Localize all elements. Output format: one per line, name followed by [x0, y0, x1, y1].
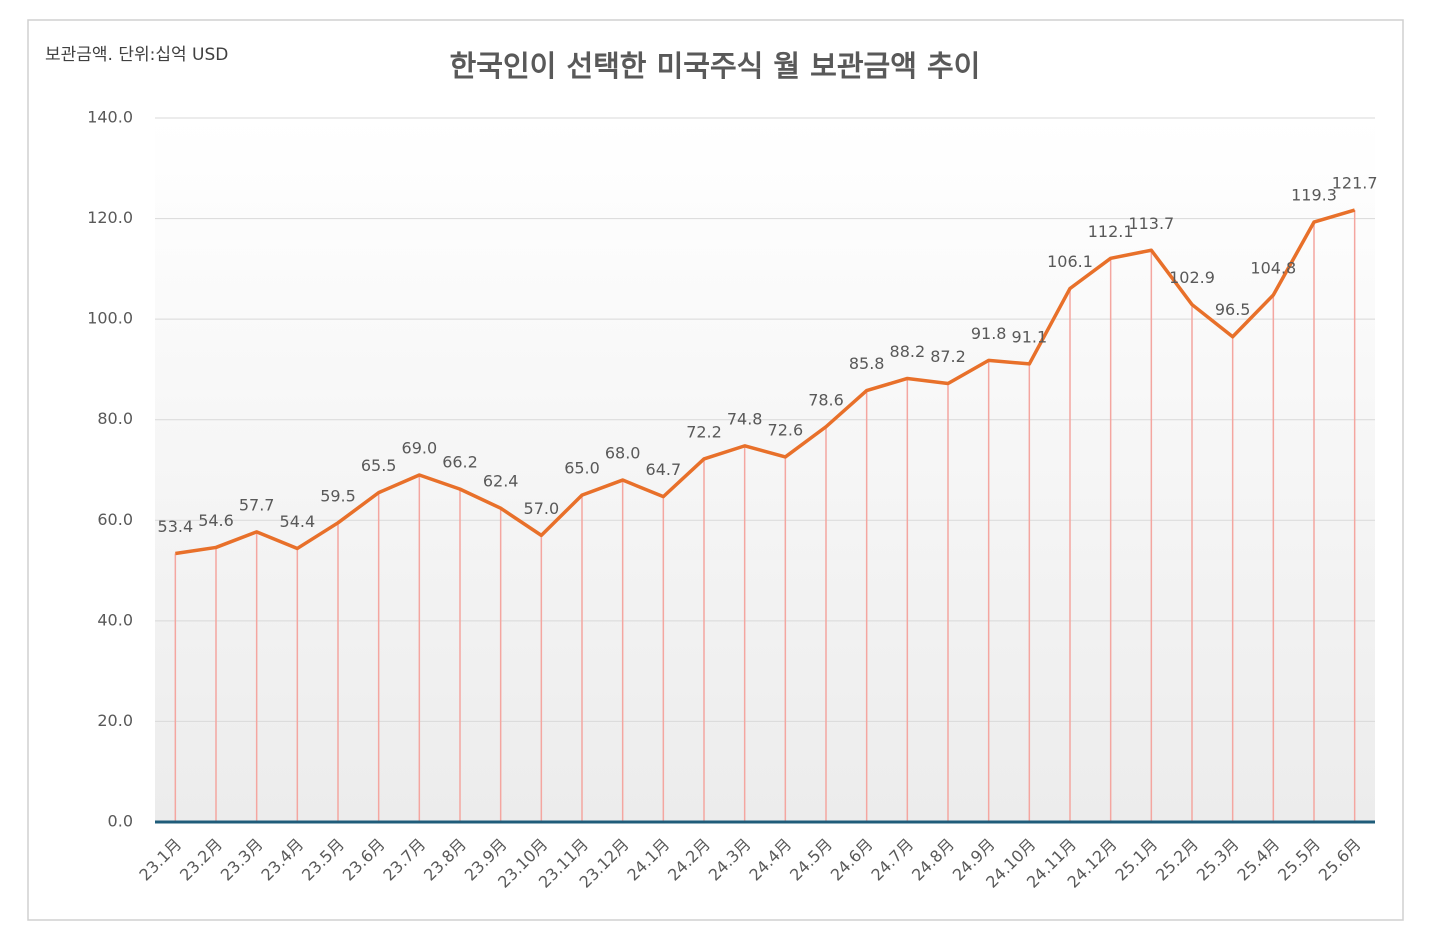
y-tick-label: 120.0	[87, 208, 133, 227]
data-label: 64.7	[646, 460, 682, 479]
y-tick-label: 60.0	[97, 510, 133, 529]
data-label: 96.5	[1215, 300, 1251, 319]
chart-title: 한국인이 선택한 미국주식 월 보관금액 추이	[450, 49, 981, 83]
data-label: 113.7	[1128, 214, 1174, 233]
data-label: 74.8	[727, 409, 763, 428]
data-label: 119.3	[1291, 186, 1337, 205]
data-label: 54.4	[280, 512, 316, 531]
data-label: 62.4	[483, 472, 519, 491]
data-label: 54.6	[198, 511, 234, 530]
data-label: 102.9	[1169, 268, 1215, 287]
data-label: 66.2	[442, 453, 478, 472]
data-label: 91.8	[971, 324, 1007, 343]
y-tick-label: 0.0	[108, 812, 133, 831]
y-tick-label: 80.0	[97, 409, 133, 428]
data-label: 104.8	[1250, 259, 1296, 278]
data-label: 121.7	[1332, 174, 1378, 193]
y-tick-label: 140.0	[87, 108, 133, 127]
y-tick-label: 40.0	[97, 610, 133, 629]
y-tick-label: 100.0	[87, 309, 133, 328]
data-label: 72.2	[686, 422, 722, 441]
data-label: 65.0	[564, 459, 600, 478]
data-label: 65.5	[361, 456, 397, 475]
data-label: 106.1	[1047, 252, 1093, 271]
data-label: 78.6	[808, 390, 844, 409]
data-label: 57.7	[239, 495, 275, 514]
y-tick-label: 20.0	[97, 711, 133, 730]
data-label: 53.4	[158, 517, 194, 536]
data-label: 85.8	[849, 354, 885, 373]
data-label: 57.0	[524, 499, 560, 518]
data-label: 59.5	[320, 486, 356, 505]
data-label: 87.2	[930, 347, 966, 366]
data-label: 112.1	[1088, 222, 1134, 241]
data-label: 68.0	[605, 444, 641, 463]
data-label: 88.2	[890, 342, 926, 361]
annotation: 보관금액. 단위:십억 USD	[45, 45, 228, 65]
plot-area	[155, 118, 1375, 822]
line-series	[175, 208, 1356, 556]
data-label: 91.1	[1012, 327, 1048, 346]
data-label: 72.6	[768, 420, 804, 439]
data-label: 69.0	[402, 439, 438, 458]
